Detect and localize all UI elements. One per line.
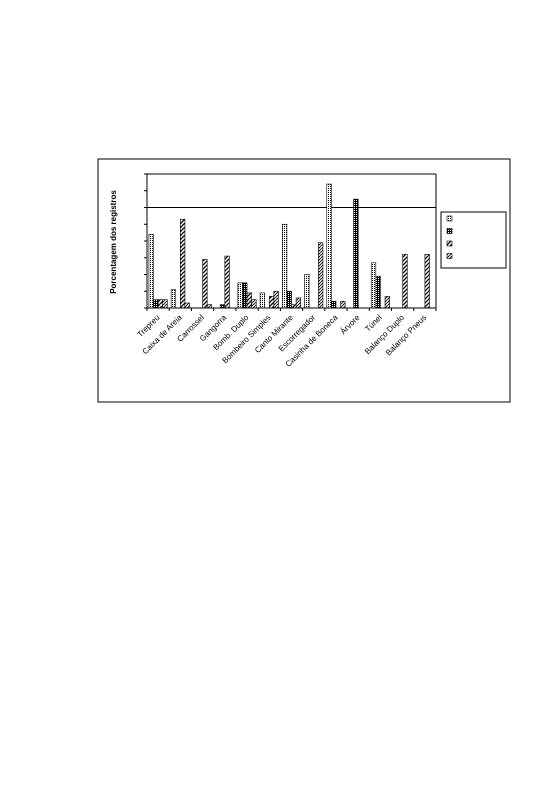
bar-diag-wide-4 [246,292,252,309]
y-axis-label: Porcentagem dos registros [109,190,118,294]
bar-dark-0 [153,299,159,309]
bar-dark-8 [331,300,337,309]
bar-dots-10 [370,262,377,309]
bar-diag-dense-0 [162,299,168,309]
bar-diag-dense-10 [384,295,390,309]
bar-dark-6 [286,290,292,309]
bar-diag-dense-7 [318,242,324,309]
bar-dots-0 [148,234,154,309]
bar-dots-7 [304,274,310,309]
bar-diag-wide-2 [202,259,208,309]
bar-diag-dense-8 [340,300,346,309]
bar-dark-3 [219,304,226,309]
bar-diag-wide-12 [424,254,430,309]
bar-diag-wide-1 [180,218,186,309]
bar-dark-4 [242,282,248,309]
chart-frame [97,158,511,403]
legend-swatch-diag-dense [446,253,453,259]
bar-dark-9 [353,198,359,309]
bar-diag-wide-11 [402,254,408,309]
bar-dots-1 [170,289,177,309]
legend-swatch-dark [446,228,453,234]
bar-dots-8 [326,183,332,309]
bar-diag-wide-5 [268,295,275,309]
legend-swatch-dots [446,215,453,222]
bar-diag-dense-4 [251,299,257,309]
y-axis [144,173,437,309]
legend [440,211,507,269]
bar-dots-4 [237,282,243,309]
legend-swatch-diag-wide [446,240,453,247]
bar-diag-dense-5 [273,290,279,309]
bar-diag-wide-0 [157,299,164,309]
bar-diag-dense-2 [206,304,213,309]
bar-diag-dense-6 [295,297,302,309]
bar-diag-wide-3 [224,255,230,309]
bar-diag-dense-1 [184,302,190,309]
bar-dark-10 [375,275,381,309]
bar-dots-6 [281,223,288,309]
bar-dots-5 [259,292,265,309]
bar-diag-wide-6 [291,304,297,309]
x-axis [146,307,437,311]
